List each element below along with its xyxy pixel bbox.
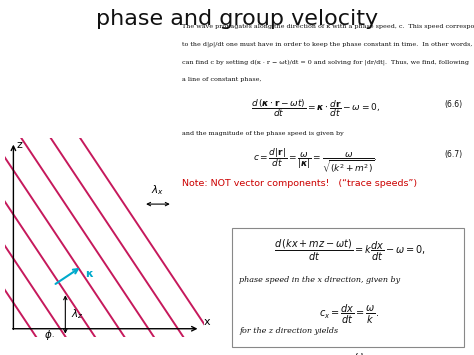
Text: (6.7): (6.7) [444, 150, 462, 159]
Text: $\lambda_z$: $\lambda_z$ [71, 307, 83, 321]
Text: phase and group velocity: phase and group velocity [96, 9, 378, 29]
Text: x: x [204, 317, 210, 327]
Text: $\dfrac{d\,(\boldsymbol{\kappa}\cdot\mathbf{r}-\omega t)}{dt} = \boldsymbol{\kap: $\dfrac{d\,(\boldsymbol{\kappa}\cdot\mat… [251, 97, 380, 119]
Text: a line of constant phase,: a line of constant phase, [182, 77, 262, 82]
Text: $c_z = \dfrac{\omega}{m}.$: $c_z = \dfrac{\omega}{m}.$ [332, 351, 367, 355]
Text: z: z [17, 140, 23, 150]
Text: to the d|ρ|/dt one must have in order to keep the phase constant in time.  In ot: to the d|ρ|/dt one must have in order to… [182, 42, 474, 47]
Text: The wave propagates along the direction of κ with a phase speed, c.  This speed : The wave propagates along the direction … [182, 24, 474, 29]
Text: can find c by setting d(κ · r − ωt)/dt = 0 and solving for |dr/dt|.  Thus, we fi: can find c by setting d(κ · r − ωt)/dt =… [182, 60, 469, 65]
Text: $c_x = \dfrac{dx}{dt} = \dfrac{\omega}{k}.$: $c_x = \dfrac{dx}{dt} = \dfrac{\omega}{k… [319, 302, 380, 326]
Text: phase speed in the x direction, given by: phase speed in the x direction, given by [239, 275, 401, 284]
Text: for the z direction yields: for the z direction yields [239, 327, 338, 335]
Text: $\dfrac{d\,(kx+mz-\omega t)}{dt} = k\dfrac{dx}{dt} - \omega = 0,$: $\dfrac{d\,(kx+mz-\omega t)}{dt} = k\dfr… [273, 238, 426, 263]
Text: $\phi$: $\phi$ [44, 328, 52, 342]
Text: Note: NOT vector components!   (“trace speeds”): Note: NOT vector components! (“trace spe… [182, 179, 418, 187]
Text: $c = \dfrac{d|\mathbf{r}|}{dt} = \dfrac{\omega}{|\boldsymbol{\kappa}|} = \dfrac{: $c = \dfrac{d|\mathbf{r}|}{dt} = \dfrac{… [253, 147, 378, 176]
Text: (6.6): (6.6) [444, 100, 462, 109]
Text: and the magnitude of the phase speed is given by: and the magnitude of the phase speed is … [182, 131, 344, 136]
FancyBboxPatch shape [232, 228, 465, 347]
Text: $\mathbf{\kappa}$: $\mathbf{\kappa}$ [85, 269, 95, 279]
Text: $\lambda_x$: $\lambda_x$ [152, 184, 164, 197]
